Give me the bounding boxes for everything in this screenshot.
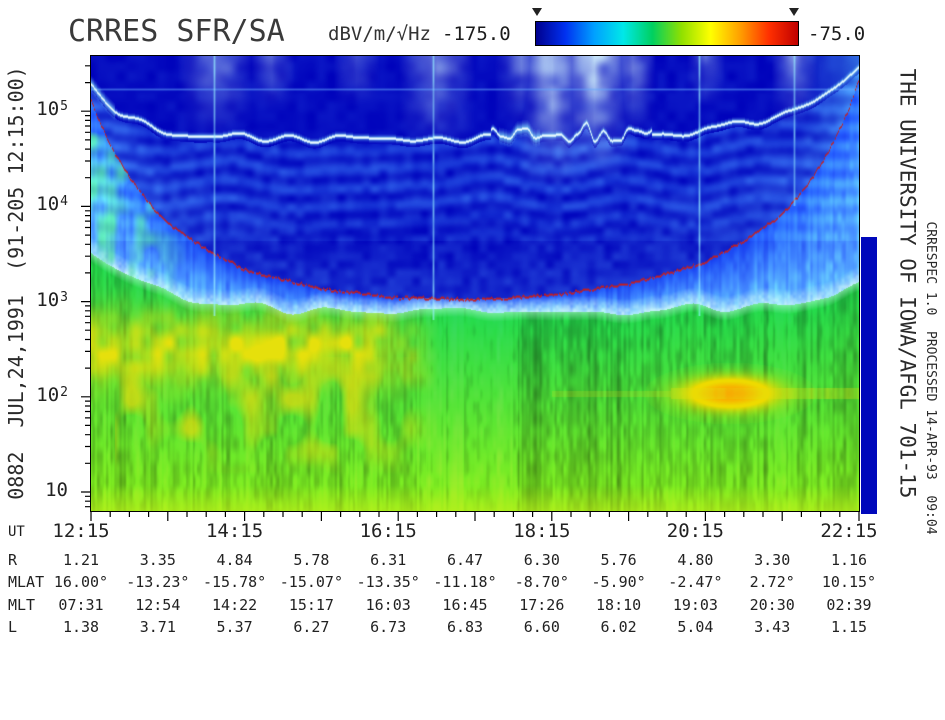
ephemeris-value: 5.78 bbox=[293, 551, 330, 569]
ephemeris-value: 17:26 bbox=[519, 596, 565, 614]
plot-title: CRRES SFR/SA bbox=[68, 14, 285, 49]
ephemeris-value: 16:45 bbox=[442, 596, 488, 614]
ephemeris-value: 19:03 bbox=[672, 596, 718, 614]
x-axis-tick-label: 12:15 bbox=[52, 520, 110, 542]
ephemeris-value: 07:31 bbox=[58, 596, 104, 614]
processing-info-label: CRRESPEC 1.0 PROCESSED 14-APR-93 09:04 bbox=[923, 221, 938, 535]
ephemeris-value: 4.84 bbox=[216, 551, 253, 569]
ephemeris-value: 3.71 bbox=[139, 618, 176, 636]
ephemeris-value: 5.76 bbox=[600, 551, 637, 569]
ephemeris-value: 1.16 bbox=[830, 551, 868, 569]
ephemeris-value: 1.15 bbox=[830, 618, 868, 636]
ephemeris-row-label: MLAT bbox=[8, 573, 45, 591]
ephemeris-value: -2.47° bbox=[668, 573, 723, 591]
ephemeris-value: 3.35 bbox=[139, 551, 176, 569]
ephemeris-value: 20:30 bbox=[749, 596, 795, 614]
plot-frame bbox=[90, 55, 860, 512]
colorbar-right-marker-icon bbox=[789, 8, 799, 16]
y-axis-tick-label: 105 bbox=[36, 98, 68, 121]
y-axis-tick-label: 103 bbox=[36, 288, 68, 311]
ephemeris-value: 2.72° bbox=[749, 573, 795, 591]
data-gap-strip bbox=[861, 237, 877, 514]
ephemeris-value: 02:39 bbox=[826, 596, 872, 614]
x-axis-tick-label: 16:15 bbox=[359, 520, 417, 542]
y-axis-tick-label: 102 bbox=[36, 383, 68, 406]
x-axis-tick-label: 14:15 bbox=[205, 520, 264, 542]
ephemeris-value: 3.30 bbox=[754, 551, 791, 569]
colorbar-units-label: dBV/m/√Hz bbox=[328, 23, 431, 45]
ephemeris-value: 10.15° bbox=[821, 573, 877, 591]
ephemeris-value: 12:54 bbox=[135, 596, 181, 614]
ephemeris-value: 1.21 bbox=[62, 551, 100, 569]
ephemeris-row-label: MLT bbox=[8, 596, 36, 614]
ephemeris-value: -13.23° bbox=[126, 573, 190, 591]
ephemeris-value: -8.70° bbox=[514, 573, 569, 591]
ephemeris-value: 6.02 bbox=[600, 618, 637, 636]
ephemeris-value: 6.47 bbox=[446, 551, 484, 569]
y-axis-tick-label: 10 bbox=[45, 478, 68, 501]
ephemeris-value: 5.37 bbox=[216, 618, 253, 636]
ephemeris-value: 6.27 bbox=[293, 618, 330, 636]
ephemeris-value: 14:22 bbox=[212, 596, 258, 614]
orbit-date-label: 0882 JUL,24,1991 (91-205 12:15:00) bbox=[4, 66, 28, 500]
ephemeris-value: 6.31 bbox=[370, 551, 407, 569]
ephemeris-value: 16:03 bbox=[365, 596, 411, 614]
x-axis-tick-label: 18:15 bbox=[513, 520, 571, 542]
colorbar-min-label: -175.0 bbox=[442, 23, 511, 45]
ephemeris-value: 1.38 bbox=[62, 618, 100, 636]
ephemeris-value: 15:17 bbox=[288, 596, 334, 614]
ephemeris-value: 6.30 bbox=[523, 551, 560, 569]
ephemeris-value: 18:10 bbox=[596, 596, 642, 614]
ephemeris-value: 4.80 bbox=[677, 551, 714, 569]
ut-axis-name: UT bbox=[8, 524, 25, 540]
institution-label: THE UNIVERSITY OF IOWA/AFGL 701-15 bbox=[895, 68, 920, 499]
y-axis-tick-label: 104 bbox=[36, 193, 68, 216]
spectrogram-canvas bbox=[91, 56, 859, 511]
ephemeris-value: 6.83 bbox=[446, 618, 484, 636]
colorbar-left-marker-icon bbox=[532, 8, 542, 16]
ephemeris-value: 16.00° bbox=[53, 573, 109, 591]
ephemeris-value: 6.73 bbox=[370, 618, 407, 636]
ephemeris-value: -13.35° bbox=[356, 573, 420, 591]
x-axis-tick-label: 20:15 bbox=[666, 520, 724, 542]
colorbar-max-label: -75.0 bbox=[808, 23, 866, 45]
ephemeris-row-label: R bbox=[8, 551, 18, 569]
colorbar bbox=[535, 21, 799, 46]
ephemeris-value: 6.60 bbox=[523, 618, 560, 636]
ephemeris-value: -15.07° bbox=[279, 573, 343, 591]
ephemeris-value: 3.43 bbox=[754, 618, 791, 636]
ephemeris-value: -15.78° bbox=[202, 573, 267, 591]
ephemeris-value: -5.90° bbox=[591, 573, 646, 591]
ephemeris-value: -11.18° bbox=[433, 573, 497, 591]
ephemeris-row-label: L bbox=[8, 618, 18, 636]
ephemeris-value: 5.04 bbox=[677, 618, 714, 636]
x-axis-tick-label: 22:15 bbox=[820, 520, 878, 542]
